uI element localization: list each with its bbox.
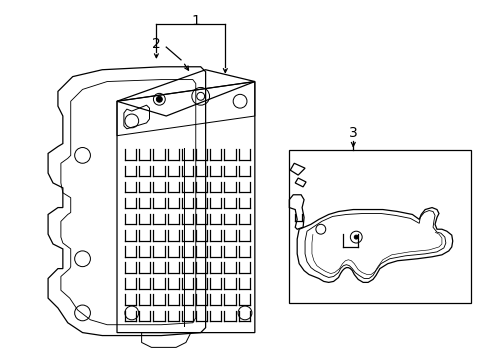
Circle shape	[354, 235, 358, 239]
Circle shape	[156, 96, 162, 102]
Text: 2: 2	[152, 37, 161, 51]
Text: 3: 3	[349, 126, 358, 140]
Text: 1: 1	[191, 14, 200, 27]
